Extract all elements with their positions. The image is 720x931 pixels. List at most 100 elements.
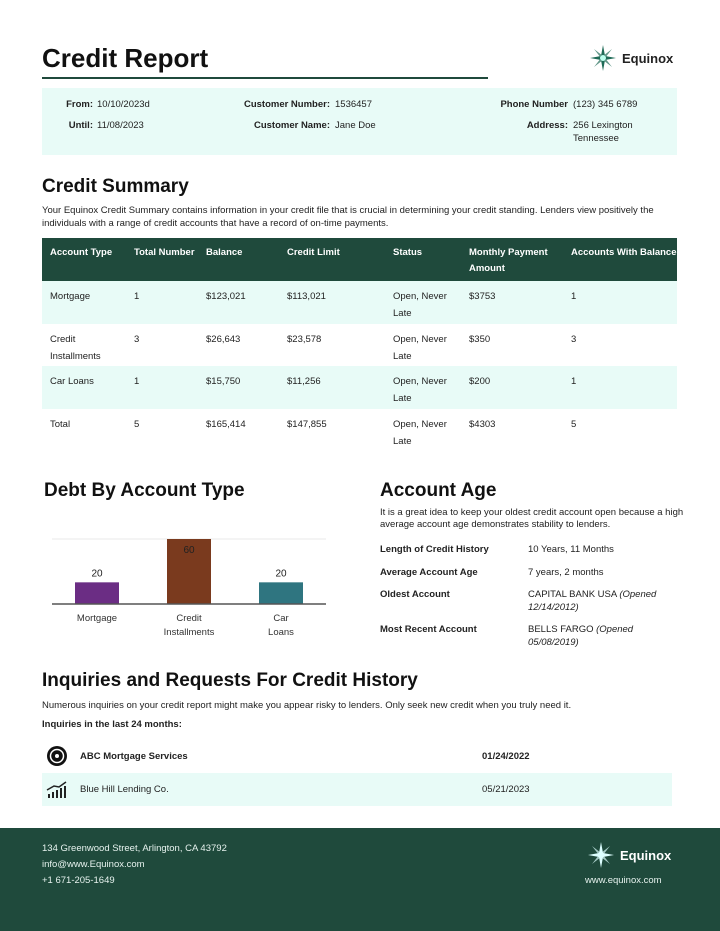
table-cell: Car Loans: [42, 366, 126, 409]
inquiries-heading: Inquiries and Requests For Credit Histor…: [42, 670, 418, 691]
category-label: Mortgage: [77, 613, 117, 624]
compass-star-icon: [590, 45, 616, 71]
age-value: 7 years, 2 months: [528, 567, 678, 580]
category-label: Installments: [164, 627, 215, 638]
table-cell: $165,414: [206, 418, 246, 430]
table-cell: 3: [134, 333, 140, 345]
phone-value: (123) 345 6789: [573, 99, 638, 110]
column-header: Credit Limit: [279, 238, 385, 281]
table-cell: 5: [571, 418, 577, 430]
table-cell: Total: [50, 418, 71, 430]
age-label: Length of Credit History: [380, 544, 489, 555]
table-cell: Open, Never Late: [393, 418, 447, 447]
title-divider: [42, 77, 488, 79]
inquiry-name: ABC Mortgage Services: [80, 751, 188, 762]
age-value: 10 Years, 11 Months: [528, 544, 678, 557]
age-value: BELLS FARGO (Opened 05/08/2019): [528, 624, 678, 649]
table-cell: $3753: [461, 281, 563, 324]
table-cell: $15,750: [198, 366, 279, 409]
table-cell: $123,021: [198, 281, 279, 324]
age-value-note: (Opened 05/08/2019): [528, 624, 634, 648]
table-cell: 3: [571, 333, 577, 345]
age-label: Oldest Account: [380, 589, 450, 600]
inquiry-row: ABC Mortgage Services 01/24/2022: [42, 740, 672, 773]
column-header: Status: [385, 238, 461, 281]
brand-name: Equinox: [622, 50, 674, 66]
category-label: Credit: [176, 613, 202, 624]
footer-email[interactable]: info@www.Equinox.com: [42, 859, 145, 870]
table-cell: Open, Never Late: [385, 281, 461, 324]
wheel-icon: [47, 746, 67, 766]
from-label: From:: [66, 99, 93, 110]
category-label: Car: [273, 613, 288, 624]
table-cell: Open, Never Late: [393, 333, 447, 362]
customer-number-value: 1536457: [335, 99, 372, 110]
table-cell: 1: [126, 366, 198, 409]
column-header: Total Number: [126, 238, 198, 281]
table-cell: $147,855: [287, 418, 327, 430]
table-cell: $4303: [469, 418, 496, 430]
footer-logo: Equinox: [588, 842, 671, 868]
page-title: Credit Report: [42, 43, 209, 73]
until-label: Until:: [68, 120, 93, 131]
table-cell: Mortgage: [42, 281, 126, 324]
table-cell: 1: [126, 281, 198, 324]
age-label: Average Account Age: [380, 567, 478, 578]
table-cell: 1: [563, 281, 677, 324]
info-box: From: 10/10/2023d Until: 11/08/2023 Cust…: [42, 88, 677, 155]
footer-website[interactable]: www.equinox.com: [585, 875, 662, 886]
phone-label: Phone Number: [500, 99, 568, 110]
inquiry-date: 05/21/2023: [482, 784, 530, 795]
table-row: Credit Installments 3 $26,643 $23,578 Open, …: [42, 324, 677, 367]
address-label: Address:: [526, 120, 568, 131]
bar: [259, 582, 303, 604]
age-value-text: BELLS FARGO: [528, 624, 594, 635]
table-cell: $26,643: [206, 333, 241, 345]
table-row: Total 5 $165,414 $147,855 Open, Never Late $4…: [42, 409, 677, 452]
logo: Equinox: [590, 45, 673, 71]
column-header: Accounts With Balance: [563, 238, 677, 281]
column-header: Balance: [198, 238, 279, 281]
debt-bar-chart: 20 Mortgage 60 Credit Installments 20 Car Loans: [52, 538, 326, 638]
until-value: 11/08/2023: [97, 120, 144, 131]
age-value-text: 7 years, 2 months: [528, 567, 604, 578]
bar: [75, 582, 119, 604]
age-value-note: (Opened 12/14/2012): [528, 589, 657, 613]
data-label: 20: [275, 568, 287, 579]
brand-name: Equinox: [620, 847, 672, 863]
from-value: 10/10/2023d: [97, 99, 150, 110]
table-header-row: Account Type Total Number Balance Credit…: [42, 238, 677, 281]
inquiry-name: Blue Hill Lending Co.: [80, 784, 169, 795]
table-cell: $113,021: [279, 281, 385, 324]
account-age-text: It is a great idea to keep your oldest c…: [380, 507, 684, 530]
inquiry-date: 01/24/2022: [482, 751, 530, 762]
age-label: Most Recent Account: [380, 624, 477, 635]
category-label: Loans: [268, 627, 294, 638]
footer-address: 134 Greenwood Street, Arlington, CA 4379…: [42, 843, 227, 854]
table-cell: $350: [469, 333, 491, 345]
growth-chart-icon: [46, 781, 67, 798]
column-header: Account Type: [42, 238, 126, 281]
footer: 134 Greenwood Street, Arlington, CA 4379…: [0, 828, 720, 931]
customer-name-label: Customer Name:: [253, 120, 330, 131]
account-age-heading: Account Age: [380, 480, 497, 501]
age-value: CAPITAL BANK USA (Opened 12/14/2012): [528, 589, 678, 614]
credit-summary-heading: Credit Summary: [42, 176, 189, 197]
table-cell: 1: [563, 366, 677, 409]
age-value-text: 10 Years, 11 Months: [528, 544, 614, 555]
footer-phone: +1 671-205-1649: [42, 875, 115, 886]
credit-summary-table: Account Type Total Number Balance Credit…: [42, 238, 677, 451]
debt-chart-title: Debt By Account Type: [44, 480, 245, 501]
table-cell: Open, Never Late: [385, 366, 461, 409]
credit-summary-text: Your Equinox Credit Summary contains inf…: [42, 205, 654, 229]
inquiries-subtitle: Inquiries in the last 24 months:: [42, 719, 182, 730]
inquiries-text: Numerous inquiries on your credit report…: [42, 700, 572, 711]
address-line2: Tennessee: [573, 133, 619, 144]
table-cell: $200: [461, 366, 563, 409]
table-cell: Credit Installments: [50, 333, 101, 362]
age-value-text: CAPITAL BANK USA: [528, 589, 617, 600]
table-row: Mortgage 1 $123,021 $113,021 Open, Never Lat…: [42, 281, 677, 324]
inquiry-row: Blue Hill Lending Co. 05/21/2023: [42, 773, 672, 806]
bar: [167, 539, 211, 604]
data-label: 60: [183, 545, 195, 556]
